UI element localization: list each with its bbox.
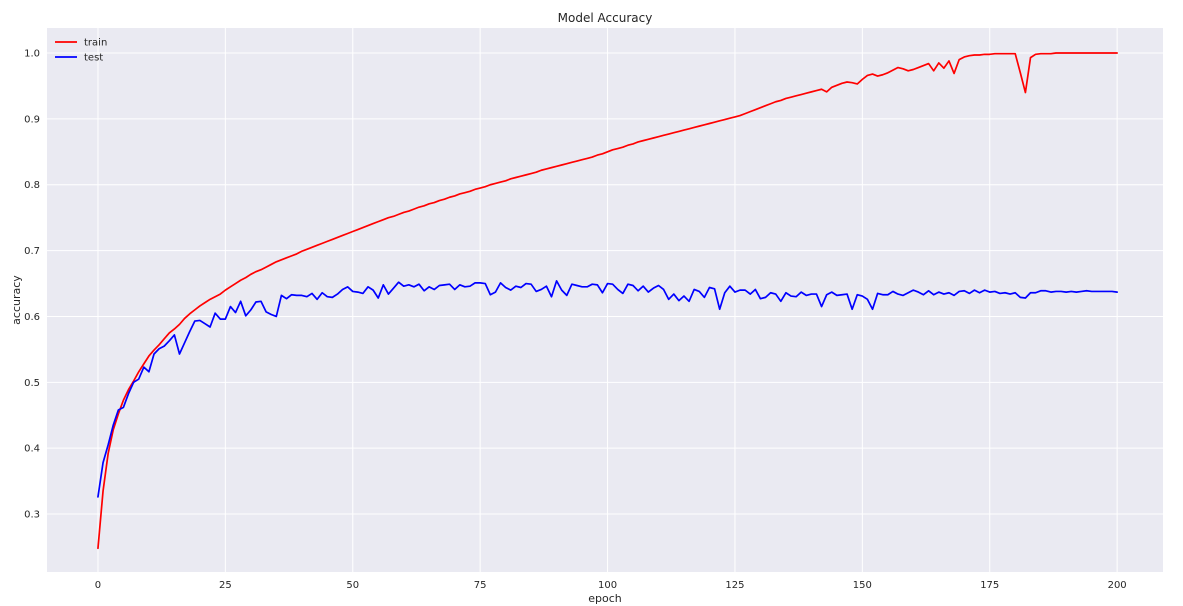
- y-tick-label: 0.6: [24, 312, 40, 323]
- x-tick-label: 50: [346, 580, 359, 591]
- chart-title: Model Accuracy: [558, 11, 653, 25]
- y-tick-labels: 0.3 0.4 0.5 0.6 0.7 0.8 0.9 1.0: [24, 49, 40, 521]
- x-tick-label: 75: [474, 580, 487, 591]
- x-tick-label: 200: [1108, 580, 1127, 591]
- x-tick-label: 100: [598, 580, 617, 591]
- plot-area: [47, 28, 1163, 572]
- series-line-train: [97, 52, 1118, 550]
- legend-label-test: test: [84, 53, 103, 64]
- series-line-test: [97, 280, 1118, 498]
- y-tick-label: 0.7: [24, 246, 40, 257]
- y-tick-label: 1.0: [24, 49, 40, 60]
- x-tick-label: 175: [980, 580, 999, 591]
- legend-label-train: train: [84, 38, 107, 49]
- y-tick-label: 0.8: [24, 180, 40, 191]
- grid-lines: [47, 28, 1163, 572]
- x-tick-label: 25: [219, 580, 232, 591]
- y-tick-label: 0.5: [24, 378, 40, 389]
- x-tick-labels: 0 25 50 75 100 125 150 175 200: [95, 580, 1127, 591]
- y-tick-label: 0.4: [24, 444, 40, 455]
- y-tick-label: 0.9: [24, 114, 40, 125]
- y-tick-label: 0.3: [24, 510, 40, 521]
- x-tick-label: 150: [853, 580, 872, 591]
- x-tick-label: 0: [95, 580, 101, 591]
- x-tick-label: 125: [725, 580, 744, 591]
- x-axis-label: epoch: [588, 592, 622, 605]
- legend: train test: [55, 38, 107, 64]
- series-layer: [97, 52, 1118, 550]
- y-axis-label: accuracy: [10, 275, 23, 325]
